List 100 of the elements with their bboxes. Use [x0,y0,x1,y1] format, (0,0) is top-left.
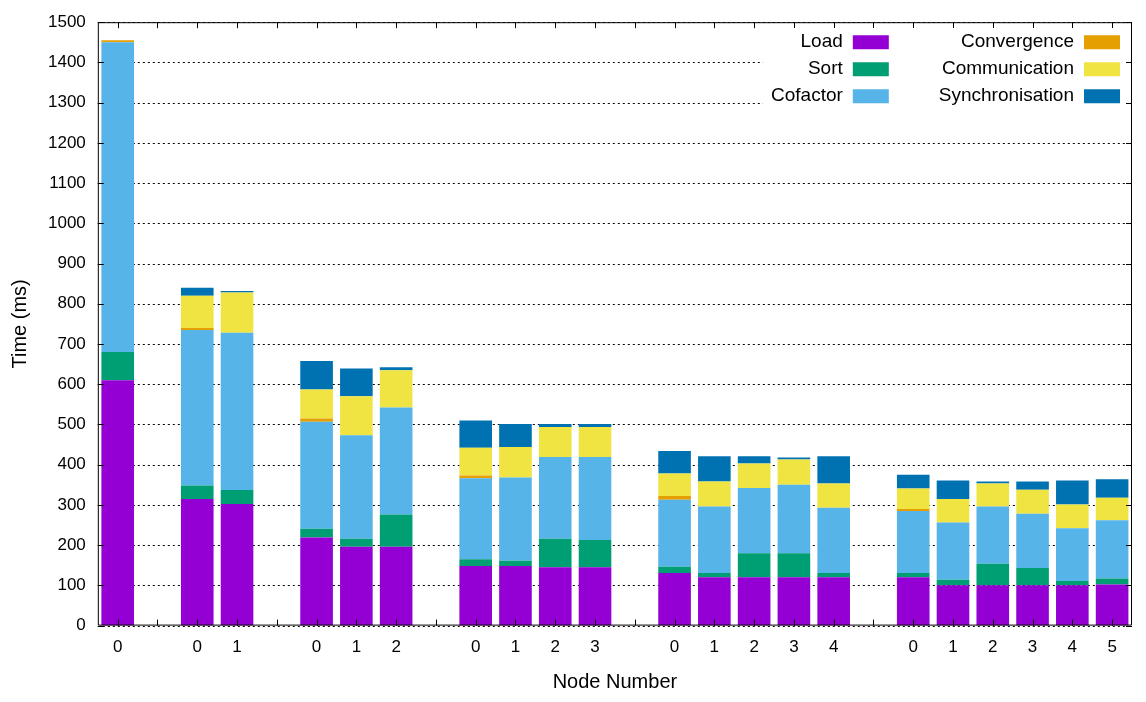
bar [499,560,532,567]
y-tick-label: 0 [76,615,86,635]
bar [300,360,333,390]
x-axis-title: Node Number [552,669,678,692]
bar [1095,520,1129,579]
y-tick-label: 600 [57,373,86,393]
bar [499,566,532,626]
x-tick-label: 0 [192,637,202,657]
bar [340,396,373,436]
bar [300,528,333,538]
bar [538,426,572,458]
bar [300,537,333,626]
bar [499,446,532,478]
bar [737,488,771,554]
bar [379,546,413,626]
bar [737,456,771,464]
bar [1095,584,1129,626]
y-tick-label: 1300 [47,92,86,112]
bar [698,506,731,573]
bar [817,577,850,626]
bar [1056,585,1089,626]
legend-label: Sort [807,57,844,79]
bar [340,546,373,626]
bar [896,508,930,511]
x-tick-label: 5 [1107,637,1117,657]
x-tick-label: 2 [749,637,759,657]
x-tick-label: 3 [1027,637,1038,657]
legend-label: Cofactor [771,84,844,106]
bar [379,367,413,371]
bar [1016,568,1049,586]
legend-label: Communication [942,57,1074,79]
x-tick-label: 3 [590,637,600,657]
bar [578,539,612,568]
bar [300,421,333,529]
bar [180,329,214,486]
bar [220,504,254,626]
bar [340,368,373,397]
bar [737,553,771,578]
bar [936,480,970,499]
bar [459,447,492,476]
x-tick-label: 1 [709,637,720,657]
y-tick-label: 100 [57,575,86,595]
bar [1016,489,1049,514]
bar [220,332,254,491]
bar [737,577,771,626]
bar [896,572,930,578]
y-tick-label: 500 [57,414,86,434]
y-tick-label: 300 [57,494,86,514]
x-tick-label: 0 [470,637,481,657]
bar [538,567,572,626]
bar [180,498,214,626]
x-tick-label: 2 [988,637,998,657]
bar [1056,580,1089,586]
y-tick-label: 200 [57,534,86,554]
x-tick-label: 4 [828,637,839,657]
bar [976,563,1010,586]
bar [459,478,492,560]
bar [698,577,731,626]
bar [936,498,970,523]
y-tick-label: 1200 [47,132,86,152]
legend-label: Convergence [960,30,1074,52]
x-tick-label: 0 [311,637,322,657]
bar [698,481,731,507]
bar [658,496,691,500]
bar [220,490,254,505]
bar [220,292,254,333]
y-tick-label: 1000 [47,213,86,233]
x-tick-label: 1 [232,637,242,657]
bar [379,370,413,408]
bar [896,577,930,626]
bar [976,506,1010,564]
bar [976,585,1010,626]
bar [737,463,771,489]
bar [1095,578,1129,585]
y-tick-label: 400 [57,454,86,474]
x-tick-label: 2 [391,637,401,657]
bar [1095,479,1129,498]
bar [658,572,691,626]
legend-label: Load [800,30,843,52]
bar [180,287,214,296]
y-tick-label: 700 [57,333,86,353]
bar [578,426,612,458]
bar [101,42,135,353]
bar [698,572,731,578]
x-tick-label: 0 [112,637,123,657]
bar [896,510,930,573]
bar [1056,528,1089,581]
bar [499,424,532,447]
x-tick-label: 1 [948,637,958,657]
bar [777,459,811,485]
bar [459,420,492,448]
bar [1016,513,1049,569]
bar [101,380,135,626]
x-tick-label: 0 [908,637,918,657]
bar [180,295,214,328]
bar [1056,504,1089,529]
bar [340,435,373,539]
bar [1056,480,1089,505]
bar [340,538,373,547]
bar [180,327,214,330]
